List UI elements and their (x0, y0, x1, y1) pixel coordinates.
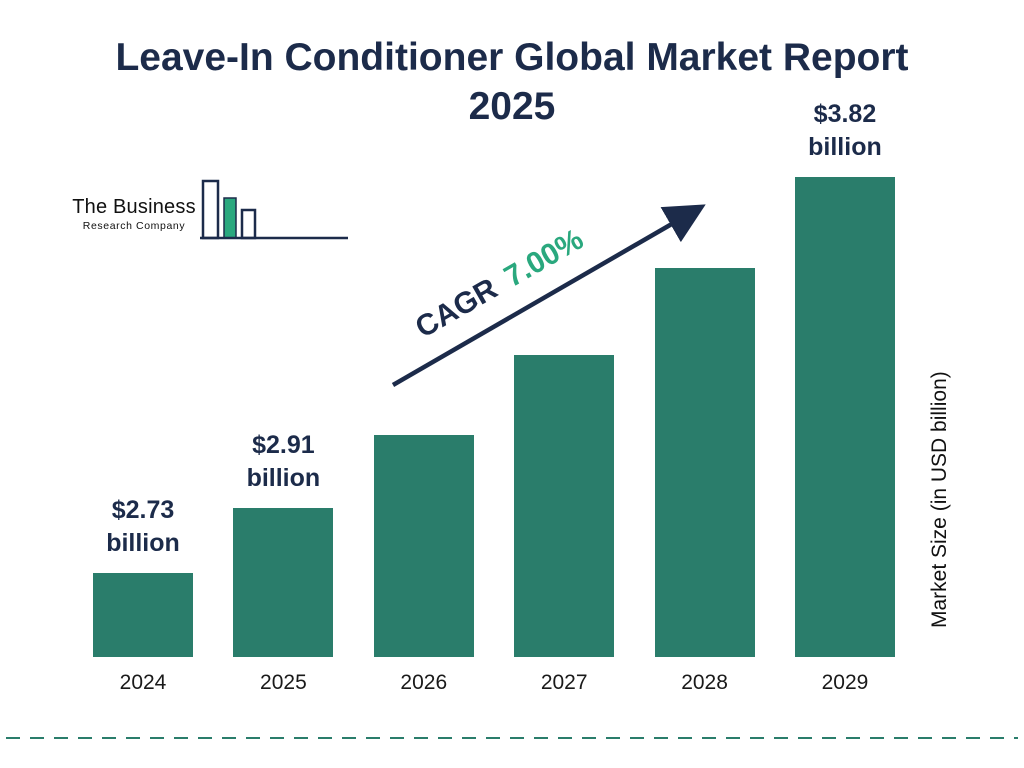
bar-column-2027: 2027 (509, 130, 619, 702)
company-logo-name: The Business (72, 196, 196, 218)
chart-title-line-1: Leave-In Conditioner Global Market Repor… (115, 36, 909, 79)
bar-2027 (514, 355, 615, 657)
value-label-2029: $3.82 billion (808, 99, 882, 162)
bar-2028 (654, 268, 755, 657)
bottom-dashed-divider (6, 737, 1018, 739)
y-axis-label: Market Size (in USD billion) (928, 371, 951, 629)
x-tick-label-2026: 2026 (400, 671, 448, 694)
company-logo-text: The Business Research Company (70, 196, 198, 232)
x-tick-label-2029: 2029 (821, 671, 869, 694)
x-tick-label-2025: 2025 (260, 671, 307, 694)
bar-column-2028: 2028 (650, 130, 760, 702)
x-tick-label-2027: 2027 (540, 671, 588, 694)
chart-title: Leave-In Conditioner Global Market Repor… (0, 34, 1024, 132)
company-logo: The Business Research Company (70, 179, 348, 266)
bar-2025 (233, 508, 334, 657)
bar-column-2025: $2.91 billion 2025 (228, 130, 338, 702)
bar-2026 (373, 435, 474, 657)
company-logo-subname: Research Company (82, 220, 186, 232)
x-tick-label-2028: 2028 (681, 671, 728, 694)
bar-chart: $2.73 billion 2024 $2.91 billion 2025 2026 2027… (88, 100, 900, 702)
value-label-2024: $2.73 billion (106, 495, 180, 558)
bar-column-2026: 2026 (369, 130, 479, 702)
bar-column-2024: $2.73 billion 2024 (88, 130, 198, 702)
x-tick-label-2024: 2024 (119, 671, 167, 694)
chart-title-line-2: 2025 (468, 84, 556, 128)
bar-2024 (93, 573, 193, 657)
bar-column-2029: $3.82 billion 2029 (790, 100, 900, 702)
bar-chart-logo-icon (200, 179, 348, 240)
value-label-2025: $2.91 billion (246, 430, 321, 493)
bar-2029 (794, 177, 895, 657)
